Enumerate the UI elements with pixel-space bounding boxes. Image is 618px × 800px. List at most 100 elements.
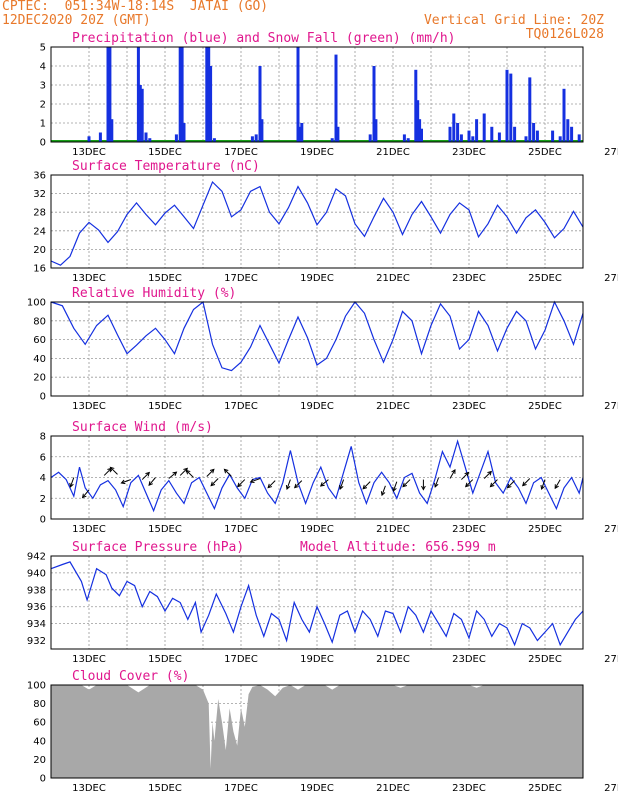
panel-frame (50, 435, 584, 520)
wind-arrow (186, 470, 194, 478)
x-tick-label: 21DEC (376, 401, 410, 412)
precip-bar (258, 66, 262, 142)
precip-bar (205, 47, 209, 142)
precip-bar (174, 134, 178, 142)
wind-arrow (541, 479, 546, 490)
x-tick-label: 21DEC (376, 783, 410, 794)
precip-bar (178, 47, 182, 142)
y-tick-label: 60 (33, 335, 46, 346)
wind-arrow-head (267, 483, 273, 489)
wind-arrow (206, 469, 215, 477)
y-tick-label: 28 (33, 208, 46, 219)
x-tick-label: 25DEC (528, 401, 562, 412)
series-line (50, 180, 584, 266)
y-tick-label: 100 (27, 298, 46, 309)
wind-arrow (392, 481, 398, 492)
x-tick-label: 17DEC (224, 147, 258, 158)
y-tick-label: 4 (40, 473, 46, 484)
wind-arrow (465, 479, 474, 487)
wind-arrow-head (293, 483, 299, 489)
cloud-area (51, 685, 583, 778)
wind-arrow-head (185, 469, 191, 475)
wind-arrow (210, 478, 219, 486)
wind-arrow (141, 472, 150, 480)
y-tick-label: 24 (33, 226, 46, 237)
precip-bar (110, 119, 114, 142)
wind-arrow-head (521, 481, 527, 487)
x-tick-label: 17DEC (224, 401, 258, 412)
wind-arrow (449, 469, 456, 479)
precip-bar (513, 126, 517, 142)
x-tick-label: 15DEC (148, 147, 182, 158)
precip-bar (87, 136, 91, 142)
wind-arrow-head (285, 484, 291, 490)
y-tick-label: 936 (27, 602, 46, 613)
x-tick-label: 27DEC (604, 273, 618, 284)
x-tick-label: 23DEC (452, 783, 486, 794)
wind-arrow-head (434, 482, 439, 488)
precip-bar (414, 69, 418, 142)
y-tick-label: 2 (40, 494, 46, 505)
panel-frame (50, 684, 584, 779)
precip-bar (497, 132, 501, 142)
precip-bar (558, 136, 562, 142)
wind-arrow-head (210, 481, 216, 487)
wind-arrow-head (120, 479, 126, 485)
precip-bar (182, 123, 186, 142)
x-tick-label: 27DEC (604, 401, 618, 412)
y-tick-label: 20 (33, 373, 46, 384)
precip-bar (330, 138, 334, 142)
x-tick-label: 23DEC (452, 524, 486, 535)
panel-4: Surface Wind (m/s) 0 2 4 6 8 13DEC 15DEC 17DEC 19… (40, 420, 618, 535)
panel-title: Surface Temperature (nC) (72, 159, 260, 174)
wind-arrow (286, 479, 291, 490)
y-tick-label: 32 (33, 189, 46, 200)
x-tick-label: 21DEC (376, 524, 410, 535)
wind-arrow-head (392, 487, 397, 493)
precip-bar (108, 47, 112, 142)
panel-frame (50, 555, 584, 650)
wind-arrow-head (223, 468, 229, 474)
wind-arrow (483, 471, 492, 479)
y-tick-label: 934 (27, 619, 46, 630)
precip-bar (490, 126, 494, 142)
wind-arrow-head (451, 468, 456, 474)
x-tick-label: 15DEC (148, 654, 182, 665)
wind-arrow (402, 479, 411, 487)
wind-arrow (179, 468, 188, 476)
x-tick-label: 15DEC (148, 273, 182, 284)
wind-arrow-head (148, 481, 153, 486)
y-tick-label: 6 (40, 452, 46, 463)
header-date: 12DEC2020 20Z (GMT) (2, 13, 151, 28)
precip-bar (140, 88, 144, 142)
wind-arrow (103, 468, 112, 476)
x-tick-label: 15DEC (148, 524, 182, 535)
wind-arrow (320, 479, 329, 487)
precip-bar (402, 134, 406, 142)
x-tick-label: 17DEC (224, 654, 258, 665)
precip-bar (471, 136, 475, 142)
precip-bar (374, 119, 378, 142)
header-station: CPTEC: 051:34W-18:14S JATAI (GO) (2, 0, 269, 14)
wind-arrow-head (487, 470, 493, 476)
precip-bar (138, 85, 142, 142)
wind-arrow-head (69, 482, 74, 488)
panel-5: Surface Pressure (hPa) Model Altitude: 65… (27, 540, 618, 665)
x-tick-label: 19DEC (300, 654, 334, 665)
precip-bar (570, 126, 574, 142)
wind-arrow-head (145, 471, 151, 477)
header-model-code: TQ0126L028 (525, 27, 604, 42)
y-tick-label: 60 (33, 718, 46, 729)
y-tick-label: 2 (40, 100, 46, 111)
panel-title: Precipitation (blue) and Snow Fall (gree… (72, 31, 456, 46)
precip-bar (334, 54, 338, 142)
wind-arrow (434, 477, 440, 488)
wind-arrow-head (236, 482, 242, 488)
y-tick-label: 5 (40, 43, 46, 54)
header-grid-line: Vertical Grid Line: 20Z (423, 13, 604, 28)
precip-bar (209, 66, 213, 142)
precip-bar (577, 134, 581, 142)
precip-bar (416, 100, 420, 142)
x-tick-label: 21DEC (376, 654, 410, 665)
